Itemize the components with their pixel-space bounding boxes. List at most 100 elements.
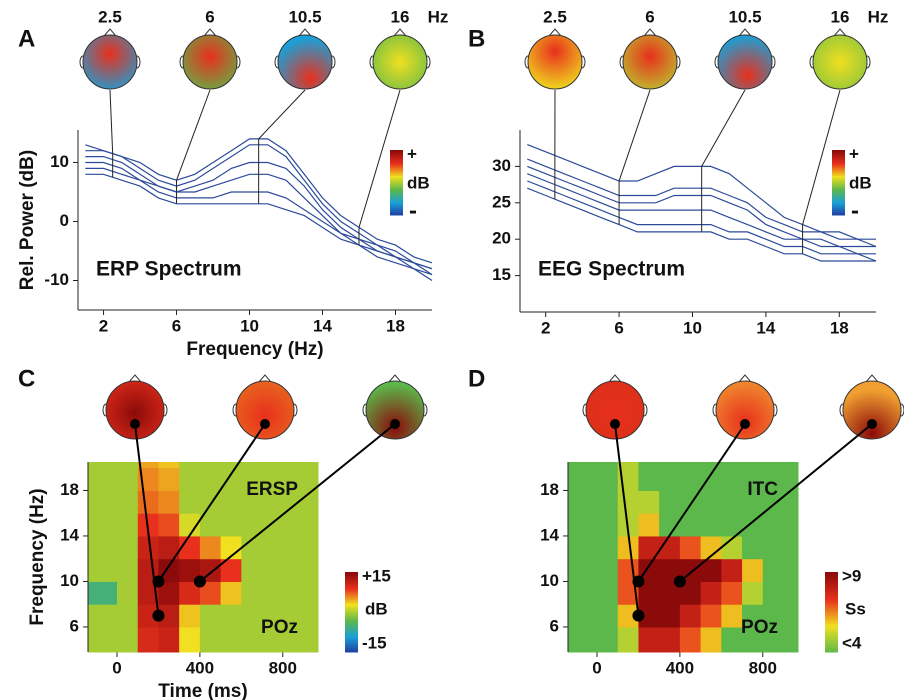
colorbar-bottom: - xyxy=(409,197,417,224)
point xyxy=(152,575,164,587)
heatmap-cell xyxy=(597,581,618,604)
heatmap-cell xyxy=(721,490,742,513)
heatmap-cell xyxy=(283,513,319,536)
map-label: 6 xyxy=(645,7,654,26)
heatmap-cell xyxy=(117,581,138,604)
x-tick-label: 18 xyxy=(386,316,405,335)
colorbar-top: + xyxy=(407,144,417,163)
colorbar-label: dB xyxy=(849,173,872,192)
x-tick-label: 800 xyxy=(749,658,777,677)
channel-label: POz xyxy=(741,617,778,638)
colorbar-tick-label: >9 xyxy=(842,566,861,585)
heatmap-cell xyxy=(680,536,701,559)
heatmap-cell xyxy=(763,559,799,582)
heatmap-cell xyxy=(221,581,242,604)
heatmap-cell xyxy=(618,627,639,653)
heatmap-cell xyxy=(179,627,200,653)
topomap xyxy=(528,35,582,89)
map-unit: Hz xyxy=(428,7,449,26)
x-tick-label: 0 xyxy=(592,658,601,677)
map-label: 16 xyxy=(391,7,410,26)
heatmap-cell xyxy=(701,490,722,513)
topomap xyxy=(373,35,427,89)
heatmap-cell xyxy=(721,559,742,582)
y-tick-label: 6 xyxy=(70,616,79,635)
heatmap-cell xyxy=(597,604,618,627)
heatmap-cell xyxy=(659,462,680,468)
heatmap-cell xyxy=(638,627,659,653)
x-tick-label: 400 xyxy=(186,658,214,677)
y-tick-label: 10 xyxy=(540,571,559,590)
heatmap-cell xyxy=(283,581,319,604)
map-label: 2.5 xyxy=(543,7,567,26)
heatmap-cell xyxy=(117,627,138,653)
heatmap-cell xyxy=(262,581,283,604)
y-tick-label: 30 xyxy=(492,156,511,175)
x-tick-label: 10 xyxy=(240,316,259,335)
heatmap-cell xyxy=(721,581,742,604)
point xyxy=(632,610,644,622)
heatmap-cell xyxy=(179,490,200,513)
x-tick-label: 2 xyxy=(541,318,550,337)
y-tick-label: 10 xyxy=(50,152,69,171)
heatmap-cell xyxy=(638,468,659,491)
heatmap-cell xyxy=(742,462,763,468)
heatmap-cell xyxy=(262,559,283,582)
spectrum-title: EEG Spectrum xyxy=(538,258,685,281)
map-label: 2.5 xyxy=(98,7,122,26)
heatmap-cell xyxy=(597,462,618,468)
heatmap-cell xyxy=(568,468,598,491)
x-tick-label: 6 xyxy=(172,316,181,335)
connector xyxy=(702,90,745,166)
x-tick-label: 2 xyxy=(99,316,108,335)
heatmap-cell xyxy=(638,490,659,513)
measure-label: ERSP xyxy=(246,479,298,500)
y-tick-label: 18 xyxy=(540,480,559,499)
heatmap-cell xyxy=(597,490,618,513)
heatmap-cell xyxy=(568,559,598,582)
panel-label: B xyxy=(468,25,485,52)
heatmap-cell xyxy=(659,490,680,513)
heatmap-cell xyxy=(179,468,200,491)
heatmap-cell xyxy=(618,490,639,513)
colorbar-cell xyxy=(832,213,845,215)
point xyxy=(152,610,164,622)
topomap xyxy=(718,35,772,89)
heatmap-cell xyxy=(659,468,680,491)
heatmap-cell xyxy=(701,604,722,627)
heatmap-cell xyxy=(158,462,179,468)
colorbar-label: dB xyxy=(365,599,388,618)
heatmap-cell xyxy=(597,536,618,559)
heatmap-cell xyxy=(88,627,118,653)
heatmap-cell xyxy=(241,581,262,604)
x-axis-label: Time (ms) xyxy=(158,681,247,700)
y-axis-label: Frequency (Hz) xyxy=(27,488,48,625)
y-axis-label: Rel. Power (dB) xyxy=(17,150,38,290)
heatmap-cell xyxy=(200,604,221,627)
measure-label: ITC xyxy=(747,479,778,500)
heatmap-cell xyxy=(568,490,598,513)
topomap xyxy=(366,381,424,439)
panel-label: C xyxy=(18,365,35,392)
y-tick-label: 18 xyxy=(60,480,79,499)
map-label: 16 xyxy=(831,7,850,26)
heatmap-cell xyxy=(158,513,179,536)
heatmap-cell xyxy=(221,627,242,653)
topomap xyxy=(236,381,294,439)
heatmap-cell xyxy=(158,468,179,491)
colorbar-label: Ss xyxy=(845,599,866,618)
connector xyxy=(177,90,210,180)
heatmap-cell xyxy=(638,513,659,536)
heatmap-cell xyxy=(88,468,118,491)
colorbar-bottom: - xyxy=(851,197,859,224)
heatmap-cell xyxy=(568,462,598,468)
connector xyxy=(110,90,113,154)
point xyxy=(194,575,206,587)
point xyxy=(674,575,686,587)
heatmap-cell xyxy=(88,513,118,536)
heatmap-cell xyxy=(597,513,618,536)
heatmap-cell xyxy=(568,604,598,627)
map-label: 6 xyxy=(205,7,214,26)
heatmap-cell xyxy=(138,627,159,653)
topomap xyxy=(83,35,137,89)
